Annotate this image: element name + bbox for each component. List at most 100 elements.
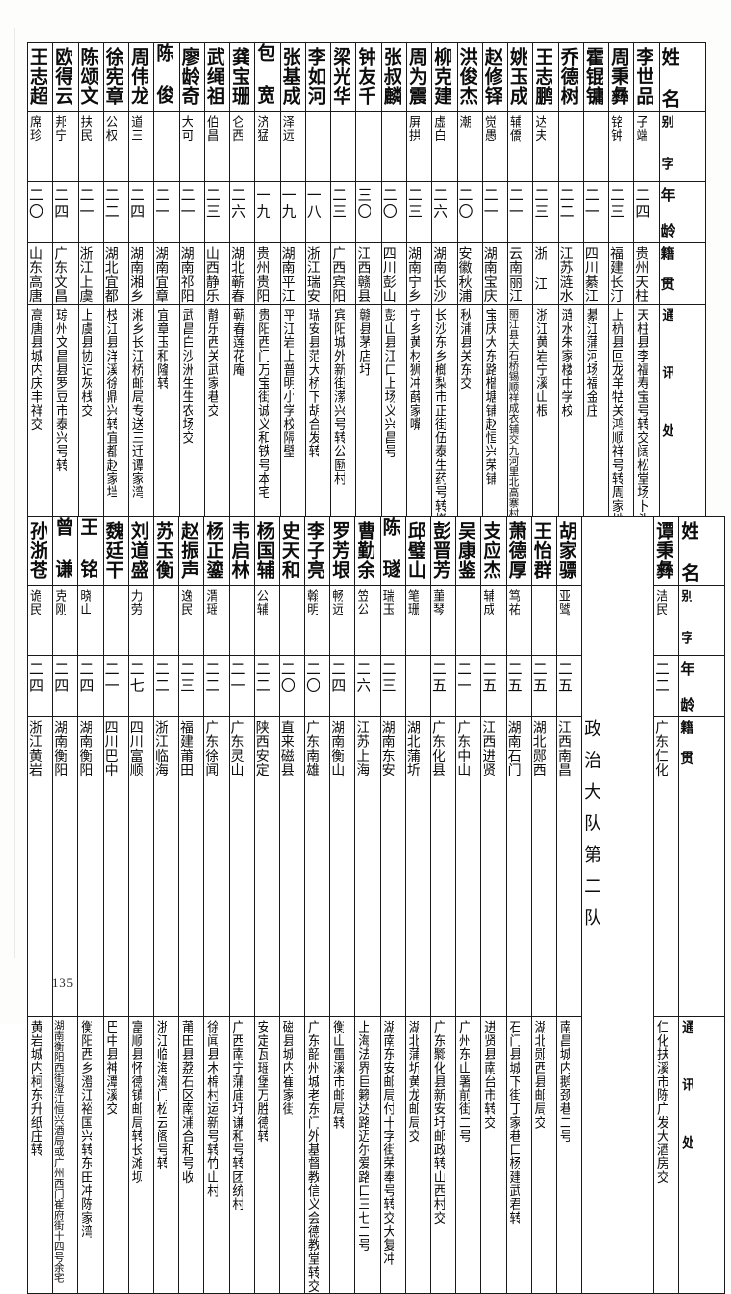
- entry-5-name[interactable]: 姚玉成: [507, 41, 534, 113]
- entry-22-alias-text: 诡民: [28, 589, 41, 617]
- entry-21-name[interactable]: 曾 谦: [52, 515, 79, 587]
- entry-22-age: 二一: [77, 180, 104, 244]
- entry-16-name[interactable]: 赵振声: [178, 515, 205, 587]
- entry-12-name[interactable]: 史天和: [278, 515, 306, 587]
- entry-20-alias: 道三: [128, 111, 155, 182]
- entry-23-name[interactable]: 欧得云: [52, 41, 79, 113]
- entry-8-name[interactable]: 陈 璲: [379, 515, 406, 587]
- entry-14-name-text: 张基成: [280, 47, 300, 106]
- entry-1-name-text: 胡家骠: [556, 521, 576, 580]
- entry-1-alias: 铭钟: [608, 111, 635, 182]
- entry-20-name[interactable]: 王 铭: [77, 515, 104, 587]
- entry-9-name[interactable]: 周为震: [405, 41, 433, 113]
- entry-4-name[interactable]: 王志鹏: [532, 41, 559, 113]
- entry-18-origin: 四川富顺: [127, 716, 154, 1018]
- header-origin-text: 籍 贯: [659, 246, 674, 291]
- entry-8-alias-text: 瑞玉: [380, 589, 394, 617]
- entry-19-name[interactable]: 魏廷干: [102, 515, 129, 587]
- entry-12-age-text: 二〇: [279, 660, 295, 694]
- entry-6-age: 二一: [481, 180, 509, 244]
- entry-24-origin-text: 山东高唐: [28, 246, 42, 304]
- entry-18-name[interactable]: 廖龄奇: [178, 41, 205, 113]
- entry-18-name-text: 刘道盛: [128, 521, 148, 580]
- entry-6-address-text: 广东鄹化县新安圩邮政转山西村交: [431, 1020, 445, 1225]
- entry-2-name[interactable]: 霍锟镛: [582, 41, 610, 113]
- entry-0-name[interactable]: 谭秉彝: [653, 515, 680, 587]
- entry-17-name[interactable]: 武绳祖: [203, 41, 231, 113]
- entry-15-name[interactable]: 包 宽: [254, 41, 281, 113]
- entry-2-name[interactable]: 王怡群: [530, 515, 557, 587]
- entry-4-name[interactable]: 支应杰: [480, 515, 507, 587]
- entry-8-age: 二六: [431, 180, 458, 244]
- entry-7-name-text: 邱璧山: [405, 521, 425, 580]
- entry-11-name[interactable]: 钟友千: [355, 41, 382, 113]
- entry-19-name[interactable]: 陈 俊: [153, 41, 180, 113]
- entry-0-origin-text: 广东仁化: [654, 720, 669, 778]
- entry-14-alias: 泽远: [279, 111, 306, 182]
- entry-3-name[interactable]: 萧德厚: [505, 515, 532, 587]
- section-band-text: 政治大队第二队: [582, 718, 601, 940]
- entry-18-alias: 大可: [178, 111, 205, 182]
- entry-13-name[interactable]: 李如河: [304, 41, 332, 113]
- entry-2-age: 二一: [582, 180, 610, 244]
- entry-13-alias: 公辅: [253, 585, 280, 656]
- entry-9-name-text: 周为震: [406, 47, 426, 106]
- entry-13-name[interactable]: 杨国辅: [253, 515, 280, 587]
- section-band-origin: 政治大队第二队: [581, 716, 655, 1017]
- entry-2-alias: [530, 585, 557, 656]
- entry-18-name[interactable]: 刘道盛: [127, 515, 154, 587]
- entry-21-address-text: 湖南衡阳西街澄江恒兴酒局或 广州西门崔府街十四号余宅: [53, 1020, 64, 1283]
- entry-22-name[interactable]: 孙浙苍: [26, 515, 54, 587]
- entry-1-name[interactable]: 胡家骠: [555, 515, 583, 587]
- row-alias: 席珍 邦宁 扶民 公权 道三 大可 伯昌 仑西 济猛 泽远 屏拱 虚白潮觉愚 辅僑 达夫 铭钟 子端别 字: [26, 111, 707, 182]
- entry-20-address: 衡阳西乡澄江裕国兴转东田冲陈家湾: [77, 1016, 104, 1294]
- entry-18-origin-text: 四川富顺: [128, 720, 143, 778]
- entry-15-name[interactable]: 杨正鎏: [203, 515, 230, 587]
- entry-23-origin: 广东文昌: [52, 242, 79, 306]
- entry-9-name[interactable]: 曹勤余: [354, 515, 381, 587]
- entry-14-name[interactable]: 张基成: [279, 41, 306, 113]
- entry-6-name[interactable]: 彭晋芳: [429, 515, 457, 587]
- entry-20-name[interactable]: 周伟龙: [128, 41, 155, 113]
- entry-7-name[interactable]: 邱璧山: [404, 515, 432, 587]
- entry-4-address-text: 进贤县南台市转交: [481, 1020, 495, 1130]
- entry-7-name[interactable]: 洪俊杰: [456, 41, 483, 113]
- entry-16-name[interactable]: 龚宝珊: [229, 41, 256, 113]
- entry-6-name[interactable]: 赵修铎: [481, 41, 509, 113]
- entry-3-name-text: 乔德树: [558, 47, 578, 106]
- entry-0-name[interactable]: 李世品: [633, 41, 660, 113]
- entry-11-age-text: 二〇: [305, 660, 321, 694]
- entry-12-name[interactable]: 梁光华: [330, 41, 357, 113]
- entry-0-name-text: 谭秉彝: [654, 521, 674, 580]
- entry-10-name[interactable]: 罗芳垠: [329, 515, 356, 587]
- entry-18-name-text: 廖龄奇: [179, 47, 199, 106]
- entry-7-name-text: 洪俊杰: [457, 47, 477, 106]
- entry-6-address: 广东鄹化县新安圩邮政转山西村交: [429, 1016, 457, 1294]
- entry-5-origin-text: 广东中山: [456, 720, 471, 778]
- entry-24-name[interactable]: 王志超: [26, 41, 54, 113]
- entry-5-age-text: 二一: [456, 660, 472, 694]
- entry-21-name[interactable]: 徐宪章: [102, 41, 130, 113]
- entry-11-name[interactable]: 李子亮: [304, 515, 331, 587]
- entry-9-alias: 笠公: [354, 585, 381, 656]
- entry-17-name[interactable]: 苏玉衡: [152, 515, 180, 587]
- entry-12-name-text: 史天和: [279, 521, 299, 580]
- entry-11-name-text: 李子亮: [305, 521, 325, 580]
- entry-5-name[interactable]: 吴康鉴: [455, 515, 482, 587]
- entry-10-name[interactable]: 张叔麟: [380, 41, 407, 113]
- entry-3-age-text: 二二: [558, 186, 574, 220]
- row-address: 黄岩城内柯东升纸庄转 湖南衡阳西街澄江恒兴酒局或 广州西门崔府街十四号余宅 衡阳西乡澄…: [26, 1016, 726, 1294]
- entry-21-alias-text: 克刚: [53, 589, 67, 617]
- entry-21-address: 湖南衡阳西街澄江恒兴酒局或 广州西门崔府街十四号余宅: [52, 1016, 79, 1294]
- entry-12-name-text: 梁光华: [331, 47, 351, 106]
- entry-1-name[interactable]: 周秉彝: [608, 41, 635, 113]
- entry-0-age-text: 二二: [654, 660, 670, 694]
- entry-14-name[interactable]: 韦启林: [228, 515, 255, 587]
- entry-13-name-text: 李如河: [305, 47, 325, 106]
- entry-5-alias: 辅僑: [507, 111, 534, 182]
- entry-8-name[interactable]: 柳克建: [431, 41, 458, 113]
- entry-3-name[interactable]: 乔德树: [557, 41, 584, 113]
- entry-10-age-text: 二四: [330, 660, 346, 694]
- entry-22-name[interactable]: 陈颂文: [77, 41, 104, 113]
- row-age: 二〇 二四 二一 二二 二四 二一 二一 二三 二六 一九 一九 一八 二三 三〇 二〇 二三 二六 二〇 二一 二一…: [26, 180, 707, 244]
